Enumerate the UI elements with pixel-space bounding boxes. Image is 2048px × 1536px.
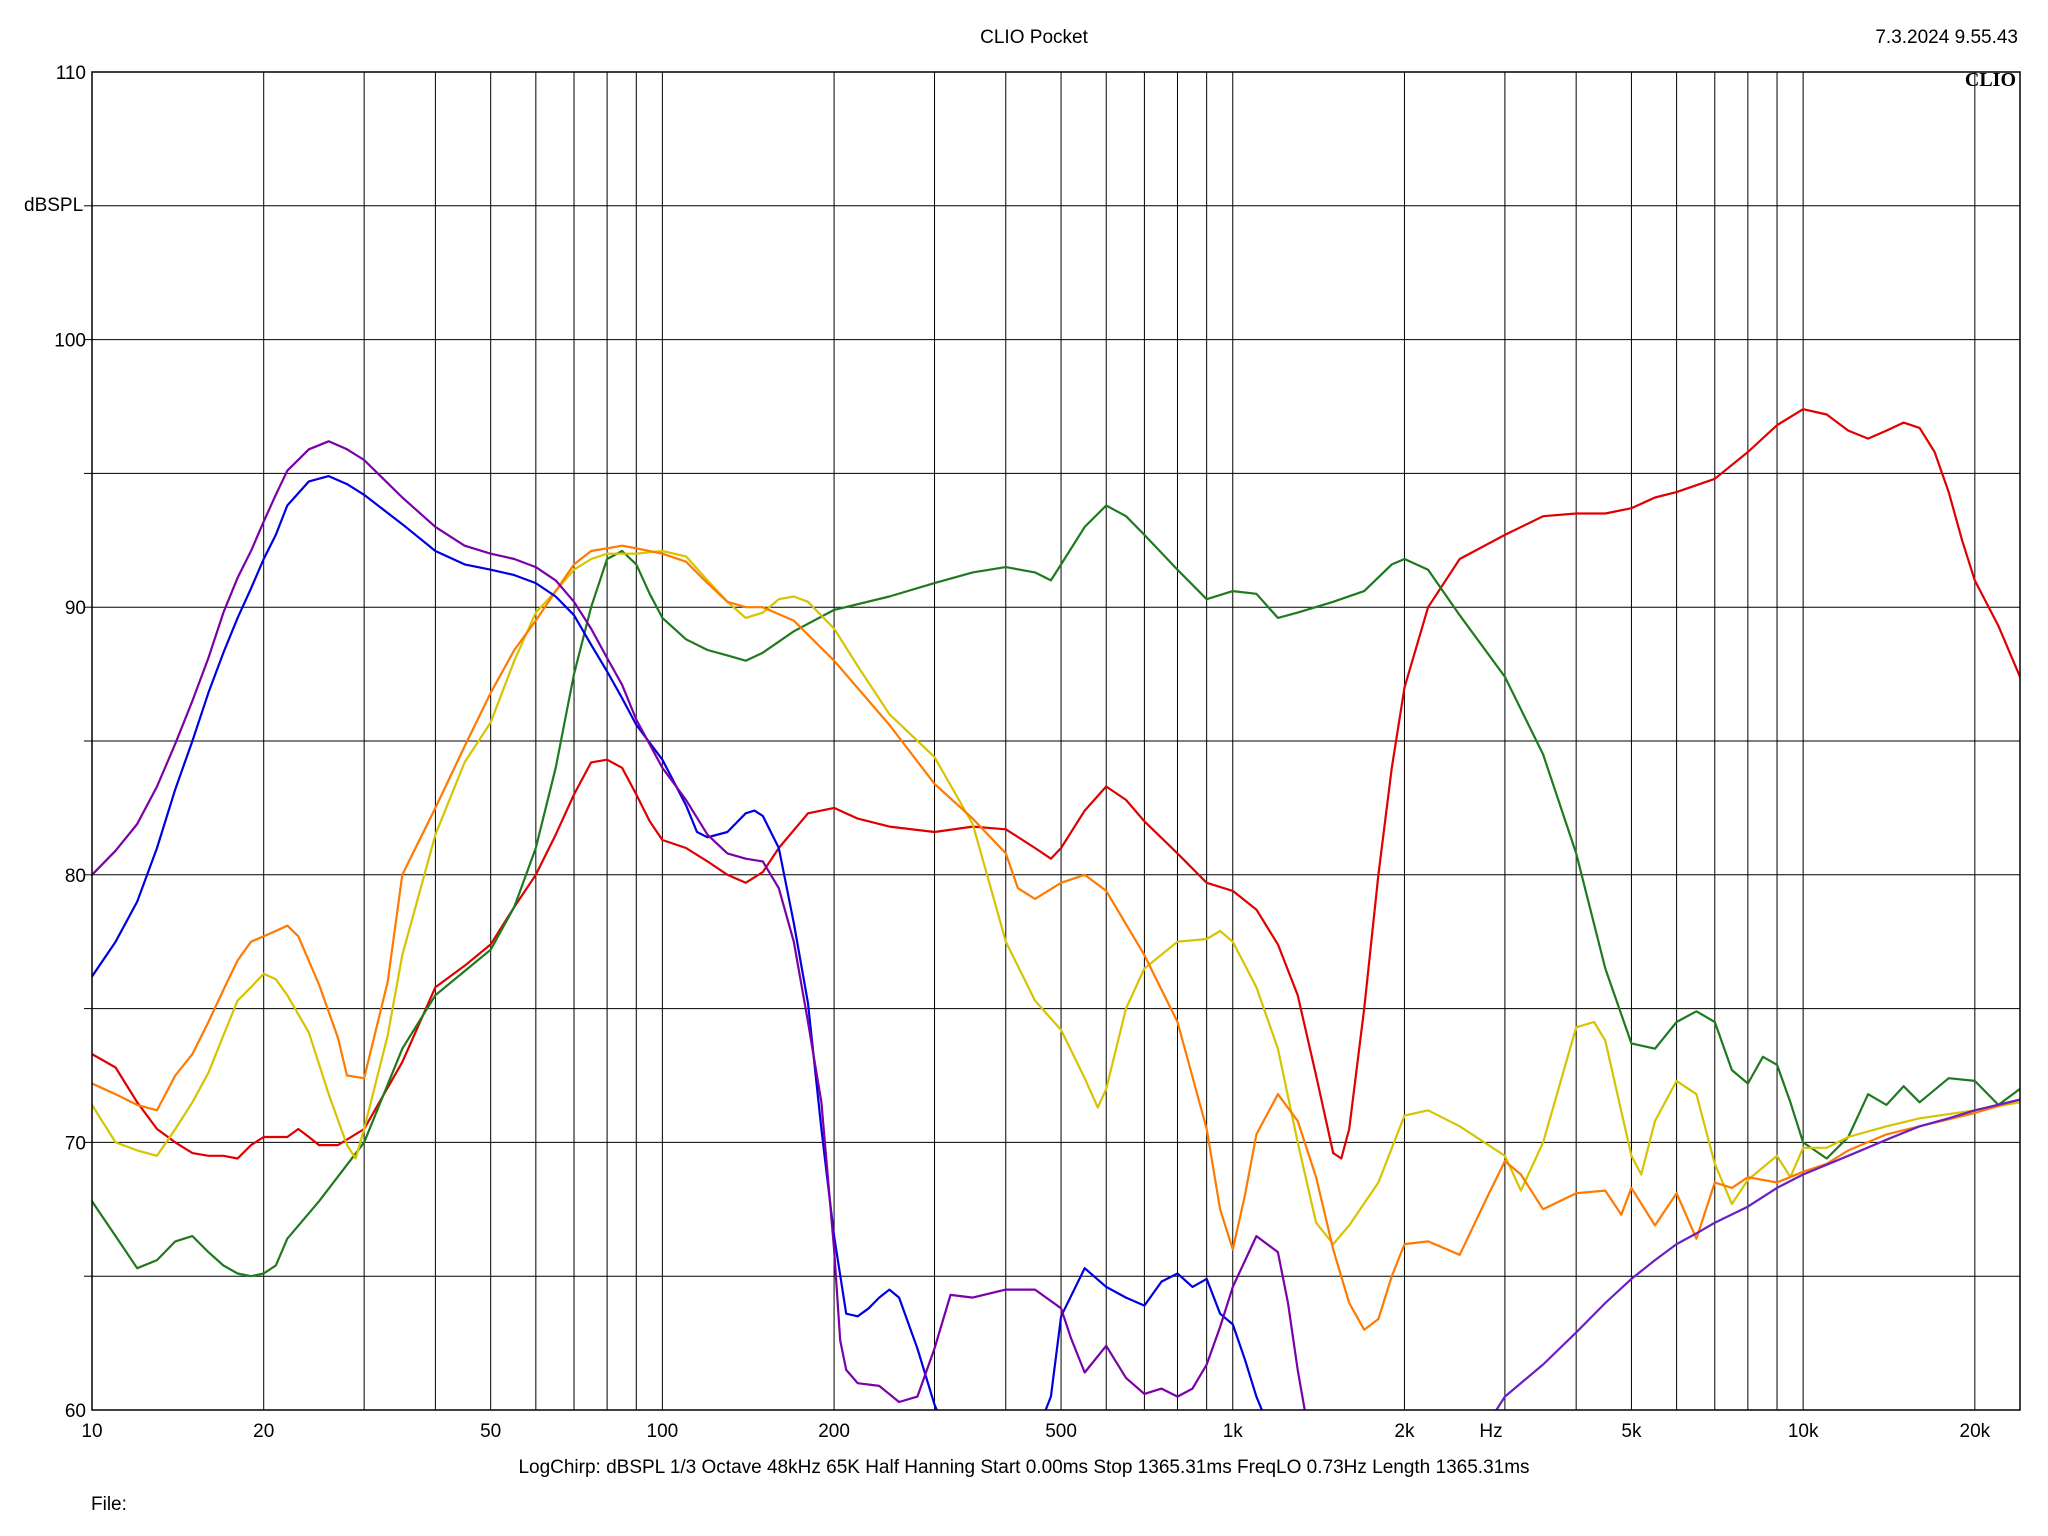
y-tick-label: 90 <box>65 598 86 619</box>
y-tick-label: 100 <box>54 331 86 352</box>
x-tick-label: 20 <box>253 1421 274 1442</box>
x-tick-label: 20k <box>1960 1421 1991 1442</box>
x-tick-label: 100 <box>647 1421 679 1442</box>
clio-logo: CLIO <box>1965 69 2016 91</box>
x-tick-label: 50 <box>480 1421 501 1442</box>
x-axis-unit-label: Hz <box>1479 1421 1502 1442</box>
x-tick-label: 1k <box>1223 1421 1244 1442</box>
measurement-settings: LogChirp: dBSPL 1/3 Octave 48kHz 65K Hal… <box>518 1457 1530 1478</box>
file-label: File: <box>91 1494 127 1515</box>
x-tick-label: 10k <box>1788 1421 1819 1442</box>
x-tick-label: 500 <box>1045 1421 1077 1442</box>
x-tick-label: 5k <box>1621 1421 1642 1442</box>
x-tick-label: 10 <box>81 1421 102 1442</box>
series-line-3 <box>92 549 2020 1246</box>
timestamp: 7.3.2024 9.55.43 <box>1875 27 2018 48</box>
y-tick-label: 70 <box>65 1133 86 1154</box>
series-line-5 <box>92 475 1264 1410</box>
x-tick-label: 200 <box>818 1421 850 1442</box>
x-tick-label: 2k <box>1394 1421 1415 1442</box>
y-tick-label: 60 <box>65 1401 86 1422</box>
y-tick-label: 80 <box>65 866 86 887</box>
series-line-6 <box>92 440 1306 1410</box>
tick-labels: 60 70 80 90 100 110 10 20 50 100 200 500 1k 2k 5k 10k 20… <box>54 63 1990 1442</box>
y-axis-label: dBSPL <box>24 195 83 216</box>
series-line-1 <box>92 408 2020 1160</box>
series-line-7 <box>1495 1098 2020 1410</box>
chart-title: CLIO Pocket <box>980 27 1088 48</box>
y-tick-label: 110 <box>56 63 86 84</box>
series-group <box>92 408 2020 1410</box>
series-line-2 <box>92 504 2020 1278</box>
series-line-4 <box>92 544 2020 1331</box>
grid <box>84 72 2020 1410</box>
plot-frame <box>91 71 2021 1411</box>
